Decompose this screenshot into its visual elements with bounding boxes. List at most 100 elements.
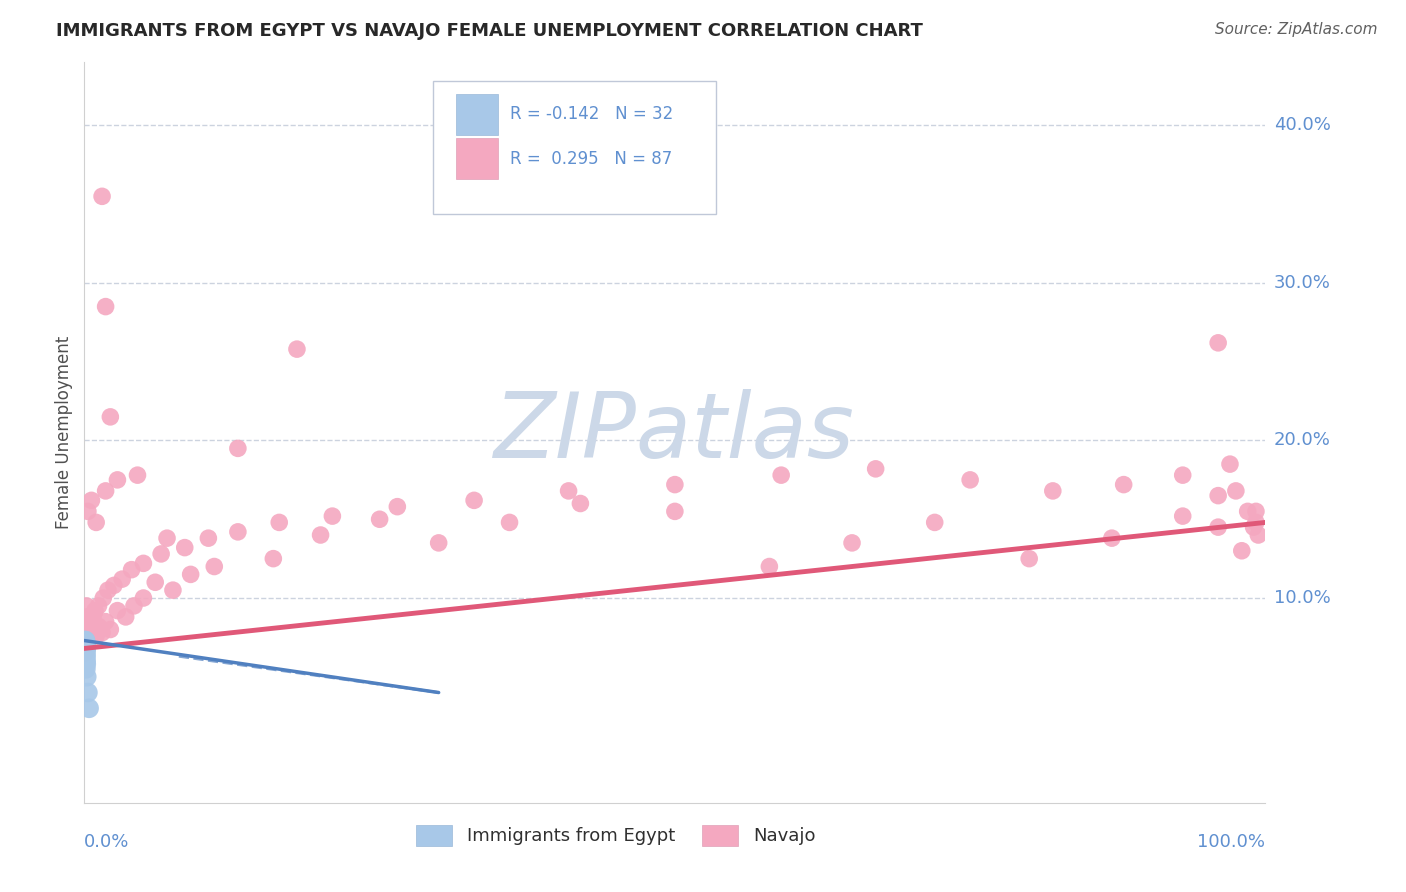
Point (114, 610, 136, 624)
Point (73, 635, 96, 649)
Point (173, 541, 195, 555)
Point (75, 640, 97, 654)
Point (368, 512, 391, 526)
Point (98, 409, 121, 424)
Point (427, 536, 450, 550)
Point (103, 578, 125, 592)
Point (1219, 457, 1241, 471)
Text: ZIPatlas: ZIPatlas (495, 389, 855, 476)
Point (959, 473, 981, 487)
Point (664, 477, 686, 491)
Point (1101, 531, 1123, 545)
Point (758, 559, 780, 574)
Text: 30.0%: 30.0% (1274, 274, 1330, 292)
Point (75, 637, 97, 651)
Text: Source: ZipAtlas.com: Source: ZipAtlas.com (1215, 22, 1378, 37)
Point (94, 615, 117, 629)
Point (226, 442, 249, 456)
Point (84, 516, 107, 530)
Point (75, 638, 97, 652)
Point (262, 551, 284, 566)
Point (79, 615, 101, 629)
Point (76, 599, 98, 613)
Point (87, 599, 110, 613)
Point (156, 531, 179, 545)
Point (841, 536, 863, 550)
Point (91, 591, 114, 605)
Text: R = -0.142   N = 32: R = -0.142 N = 32 (509, 105, 673, 123)
Point (76, 670, 98, 684)
Text: 100.0%: 100.0% (1198, 833, 1265, 851)
Point (75, 648, 97, 662)
Point (75, 644, 97, 658)
Point (1171, 468, 1194, 483)
Point (269, 516, 291, 530)
Point (76, 625, 98, 640)
Point (180, 567, 202, 582)
Point (309, 528, 332, 542)
Text: 40.0%: 40.0% (1274, 117, 1330, 135)
Point (77, 701, 100, 715)
Point (463, 493, 485, 508)
Point (75, 641, 97, 656)
Point (132, 557, 155, 571)
Point (75, 640, 97, 654)
Point (73, 641, 96, 656)
Point (1236, 504, 1258, 518)
Point (107, 473, 129, 487)
Point (75, 641, 97, 656)
Point (84, 604, 107, 618)
Point (127, 468, 149, 483)
Point (1244, 504, 1267, 518)
Point (75, 635, 97, 649)
Point (1112, 477, 1135, 491)
Point (75, 637, 97, 651)
Point (75, 662, 97, 676)
Point (1230, 543, 1253, 558)
Point (75, 633, 97, 648)
Point (197, 531, 219, 545)
Point (75, 644, 97, 658)
Point (75, 643, 97, 657)
Point (121, 563, 143, 577)
Point (77, 619, 100, 633)
Point (98, 623, 121, 637)
Point (143, 575, 166, 590)
Point (75, 646, 97, 660)
Point (924, 516, 946, 530)
Point (1018, 551, 1040, 566)
Point (94, 483, 117, 498)
Point (77, 504, 100, 518)
Point (75, 646, 97, 660)
Text: R =  0.295   N = 87: R = 0.295 N = 87 (509, 150, 672, 168)
Point (498, 516, 520, 530)
Point (75, 643, 97, 657)
Point (97, 583, 120, 598)
Point (75, 640, 97, 654)
Point (285, 342, 308, 356)
Point (162, 583, 184, 598)
Text: 10.0%: 10.0% (1274, 589, 1330, 607)
Legend: Immigrants from Egypt, Navajo: Immigrants from Egypt, Navajo (409, 818, 823, 853)
FancyBboxPatch shape (433, 81, 716, 214)
FancyBboxPatch shape (457, 94, 498, 135)
Point (75, 637, 97, 651)
Point (79, 624, 101, 639)
Point (569, 496, 592, 510)
Text: 20.0%: 20.0% (1274, 432, 1330, 450)
Point (77, 619, 100, 633)
Point (75, 640, 97, 654)
Point (75, 635, 97, 649)
Point (770, 468, 793, 483)
Point (150, 547, 173, 561)
Point (75, 633, 97, 648)
Point (664, 504, 686, 518)
Point (75, 643, 97, 657)
Point (75, 648, 97, 662)
Point (387, 500, 409, 514)
Point (1206, 489, 1229, 503)
Text: IMMIGRANTS FROM EGYPT VS NAVAJO FEMALE UNEMPLOYMENT CORRELATION CHART: IMMIGRANTS FROM EGYPT VS NAVAJO FEMALE U… (56, 22, 924, 40)
Text: 0.0%: 0.0% (84, 833, 129, 851)
Point (75, 651, 97, 665)
Y-axis label: Female Unemployment: Female Unemployment (55, 336, 73, 529)
